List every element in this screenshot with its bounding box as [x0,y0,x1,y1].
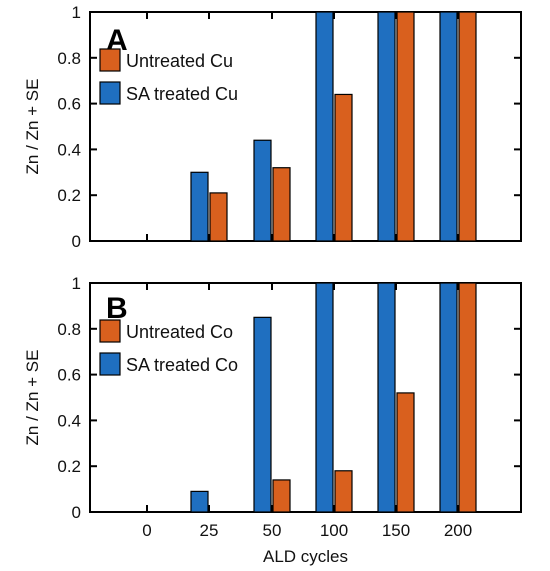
legend-swatch [99,48,121,72]
legend: Untreated Co SA treated Co [99,319,238,376]
bar-untreated-100 [334,93,353,242]
y-tick-label: 0.2 [57,186,81,205]
x-tick-label: 150 [382,521,410,540]
y-tick-label: 0.2 [57,457,81,476]
x-tick-label: 100 [320,521,348,540]
legend-swatch [99,81,121,105]
bar-untreated-25 [209,192,228,242]
legend-swatch [99,319,121,343]
bar-untreated-50 [272,479,291,513]
panel-letter: B [106,292,128,325]
legend-label: SA treated Cu [126,84,238,104]
y-tick-label: 0 [72,503,81,522]
legend: Untreated Cu SA treated Cu [99,48,238,105]
x-tick-label: 0 [142,521,151,540]
y-tick-label: 1 [72,3,81,22]
bar-sa-treated-50 [253,316,272,513]
x-tick-label: 50 [263,521,282,540]
plot-frame [89,11,522,242]
y-tick-label: 0.6 [57,366,81,385]
bar-sa-treated-100 [315,282,334,513]
legend-label: Untreated Cu [126,51,233,71]
legend-label: SA treated Co [126,355,238,375]
x-tick-label: 200 [444,521,472,540]
bar-sa-treated-200 [439,11,458,242]
bar-untreated-50 [272,167,291,242]
panel-b: 0 0.2 0.4 0.6 0.8 1 0 25 50 100 150 200 Zn / Zn + SE… [23,274,522,540]
y-tick-label: 0.8 [57,320,81,339]
bar-sa-treated-100 [315,11,334,242]
y-tick-label: 1 [72,274,81,293]
bar-untreated-150 [396,392,415,513]
bar-sa-treated-150 [377,282,396,513]
y-tick-label: 0.8 [57,49,81,68]
bar-sa-treated-50 [253,139,272,242]
x-axis-label: ALD cycles [263,547,348,566]
y-axis-label: Zn / Zn + SE [23,79,42,175]
bar-untreated-200 [458,282,477,513]
bar-sa-treated-25 [190,490,209,513]
x-tick-label: 25 [200,521,219,540]
y-tick-label: 0.6 [57,95,81,114]
y-tick-label: 0.4 [57,411,81,430]
bar-sa-treated-150 [377,11,396,242]
y-tick-label: 0.4 [57,140,81,159]
bar-untreated-100 [334,470,353,513]
legend-swatch [99,352,121,376]
y-tick-label: 0 [72,232,81,251]
plot-frame [89,282,522,513]
legend-label: Untreated Co [126,322,233,342]
bar-sa-treated-25 [190,171,209,242]
y-axis-label: Zn / Zn + SE [23,350,42,446]
bar-untreated-200 [458,11,477,242]
bar-untreated-150 [396,11,415,242]
bar-sa-treated-200 [439,282,458,513]
